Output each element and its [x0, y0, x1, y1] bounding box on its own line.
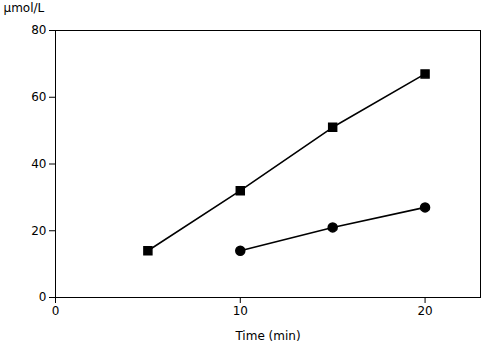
svg-text:20: 20 — [31, 224, 46, 238]
svg-text:0: 0 — [39, 290, 47, 304]
svg-text:μmol/L: μmol/L — [4, 1, 45, 15]
svg-text:40: 40 — [31, 157, 46, 171]
svg-text:60: 60 — [31, 90, 46, 104]
svg-text:Time (min): Time (min) — [234, 329, 300, 342]
svg-text:20: 20 — [417, 304, 432, 318]
svg-text:0: 0 — [52, 304, 60, 318]
svg-text:10: 10 — [233, 304, 248, 318]
svg-text:80: 80 — [31, 23, 46, 37]
